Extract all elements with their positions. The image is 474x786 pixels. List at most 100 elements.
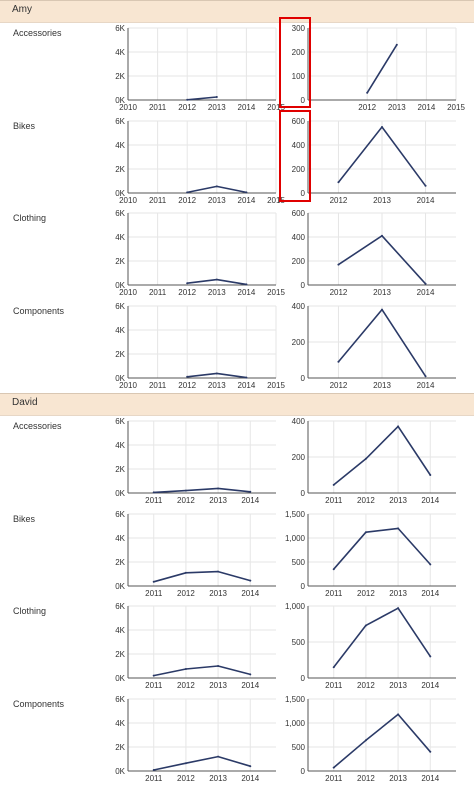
data-point (429, 563, 432, 566)
x-tick-label: 2014 (241, 681, 259, 690)
x-tick-label: 2012 (178, 288, 196, 297)
data-point (249, 673, 252, 676)
x-tick-label: 2014 (241, 589, 259, 598)
y-tick-label: 0 (301, 489, 306, 498)
data-point (381, 126, 383, 128)
data-point (217, 755, 220, 758)
y-tick-label: 0K (115, 374, 125, 383)
small-multiple-chart: 0 500 1,000 2011 2012 2013 2014 (285, 602, 456, 690)
data-point (366, 91, 369, 94)
series-line (332, 713, 432, 769)
y-tick-label: 2K (115, 558, 125, 567)
data-point (245, 191, 248, 194)
x-tick-label: 2015 (447, 103, 465, 112)
series-line (366, 43, 398, 94)
x-tick-label: 2014 (417, 196, 435, 205)
x-tick-label: 2012 (357, 496, 375, 505)
x-tick-label: 2010 (119, 288, 137, 297)
y-tick-label: 400 (292, 233, 306, 242)
series-line (152, 487, 252, 494)
y-tick-label: 6K (115, 510, 125, 519)
series-line (332, 607, 432, 669)
row-label-accessories: Accessories (13, 28, 62, 38)
small-multiple-chart: 0K 2K 4K 6K 2011 2012 2013 2014 (115, 510, 276, 598)
data-point (395, 43, 398, 46)
x-tick-label: 2012 (177, 681, 195, 690)
y-tick-label: 400 (292, 141, 306, 150)
small-multiple-chart: 0 200 400 600 2012 2013 2014 (292, 209, 456, 297)
group-name: David (12, 397, 38, 408)
data-point (184, 571, 187, 574)
y-tick-label: 200 (292, 338, 306, 347)
y-tick-label: 0 (301, 674, 306, 683)
y-tick-label: 2K (115, 165, 125, 174)
data-point (186, 282, 189, 285)
x-tick-label: 2013 (208, 196, 226, 205)
small-multiple-chart: 0 200 400 600 2012 2013 2014 (292, 117, 456, 205)
x-tick-label: 2013 (389, 589, 407, 598)
y-tick-label: 0K (115, 674, 125, 683)
data-point (152, 769, 155, 772)
data-point (215, 96, 218, 98)
y-tick-label: 1,500 (285, 695, 306, 704)
x-tick-label: 2011 (149, 381, 167, 390)
x-tick-label: 2011 (325, 774, 343, 783)
data-point (381, 234, 383, 237)
x-tick-label: 2011 (149, 103, 167, 112)
small-multiple-chart: 0 200 400 2012 2013 2014 (292, 302, 456, 390)
y-tick-label: 500 (292, 558, 306, 567)
y-tick-label: 0 (301, 767, 306, 776)
y-tick-label: 1,000 (285, 719, 306, 728)
y-tick-label: 2K (115, 72, 125, 81)
data-point (249, 490, 252, 493)
data-point (337, 181, 340, 184)
y-tick-label: 100 (292, 72, 306, 81)
y-tick-label: 600 (292, 117, 306, 126)
highlight-box (279, 17, 311, 108)
y-tick-label: 400 (292, 302, 306, 311)
data-point (152, 491, 155, 494)
y-tick-label: 6K (115, 302, 125, 311)
group-header-amy[interactable]: Amy (0, 0, 474, 23)
y-tick-label: 500 (292, 743, 306, 752)
x-tick-label: 2011 (325, 681, 343, 690)
row-label-components: Components (13, 699, 65, 709)
data-point (215, 372, 218, 375)
data-point (184, 762, 187, 765)
data-point (332, 568, 335, 571)
x-tick-label: 2012 (178, 103, 196, 112)
series-line (152, 665, 252, 677)
x-tick-label: 2015 (267, 381, 285, 390)
data-point (249, 765, 252, 768)
series-line (152, 755, 252, 771)
y-tick-label: 6K (115, 417, 125, 426)
x-tick-label: 2014 (418, 103, 436, 112)
data-point (424, 375, 427, 378)
y-tick-label: 400 (292, 417, 306, 426)
highlight-box (279, 110, 311, 202)
data-point (429, 474, 432, 476)
x-tick-label: 2012 (178, 196, 196, 205)
x-tick-label: 2013 (373, 288, 391, 297)
small-multiple-chart: 0 200 400 2011 2012 2013 2014 (292, 417, 456, 505)
x-tick-label: 2013 (208, 288, 226, 297)
data-point (217, 665, 220, 667)
data-point (152, 580, 155, 583)
data-point (186, 375, 189, 378)
data-point (186, 98, 189, 101)
group-name: Amy (12, 4, 32, 15)
x-tick-label: 2013 (389, 774, 407, 783)
y-tick-label: 4K (115, 626, 125, 635)
x-tick-label: 2011 (325, 496, 343, 505)
y-tick-label: 0K (115, 281, 125, 290)
y-tick-label: 0K (115, 489, 125, 498)
x-tick-label: 2010 (119, 103, 137, 112)
y-tick-label: 200 (292, 165, 306, 174)
y-tick-label: 0K (115, 189, 125, 198)
y-tick-label: 4K (115, 141, 125, 150)
group-header-david[interactable]: David (0, 393, 474, 416)
x-tick-label: 2011 (325, 589, 343, 598)
data-point (184, 668, 187, 670)
small-multiple-chart: 0K 2K 4K 6K 2010 2011 2012 2013 2014 2015 (115, 302, 285, 390)
x-tick-label: 2014 (241, 496, 259, 505)
